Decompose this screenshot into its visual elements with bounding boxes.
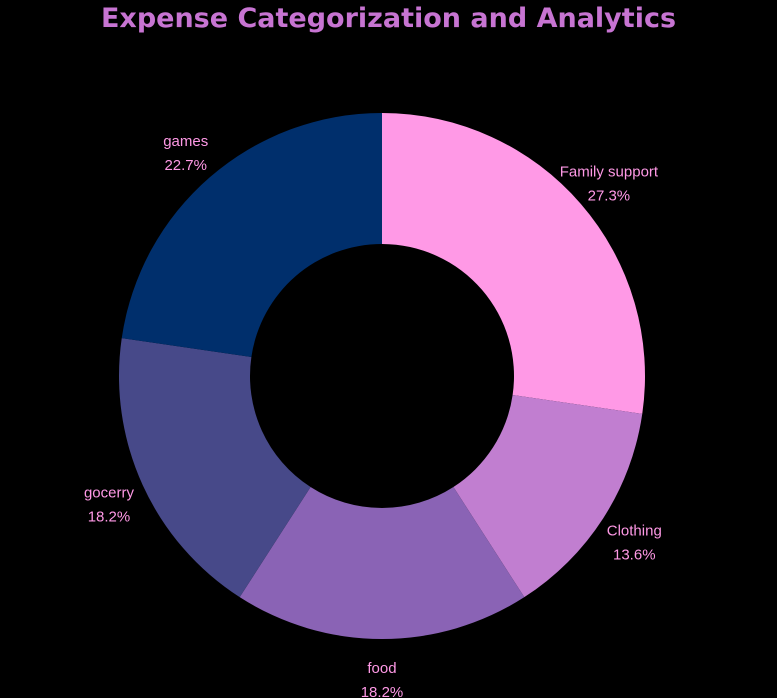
chart-title: Expense Categorization and Analytics	[100, 3, 677, 34]
slice-label-percent: 13.6%	[613, 546, 656, 563]
slice-label-percent: 27.3%	[588, 188, 631, 205]
donut-slice-family-support	[382, 113, 645, 414]
slice-label-name: Family support	[560, 164, 659, 181]
slice-label: gocerry 18.2%	[84, 484, 135, 525]
donut-slice-clothing	[453, 395, 643, 598]
slice-label-name: games	[163, 133, 208, 150]
slice-label: food 18.2%	[361, 660, 404, 698]
donut-slice-food	[239, 487, 525, 639]
donut-slice-gocerry	[118, 338, 311, 598]
slice-label-percent: 18.2%	[88, 508, 131, 525]
slice-label-name: Clothing	[607, 522, 662, 539]
slice-label: Family support 27.3%	[560, 164, 659, 205]
slice-label: games 22.7%	[163, 133, 208, 174]
slice-label: Clothing 13.6%	[607, 522, 662, 563]
slice-label-name: food	[367, 660, 396, 677]
slice-label-percent: 22.7%	[164, 157, 207, 174]
donut-slice-games	[121, 113, 382, 357]
slice-label-name: gocerry	[84, 484, 135, 501]
slice-label-percent: 18.2%	[361, 684, 404, 698]
